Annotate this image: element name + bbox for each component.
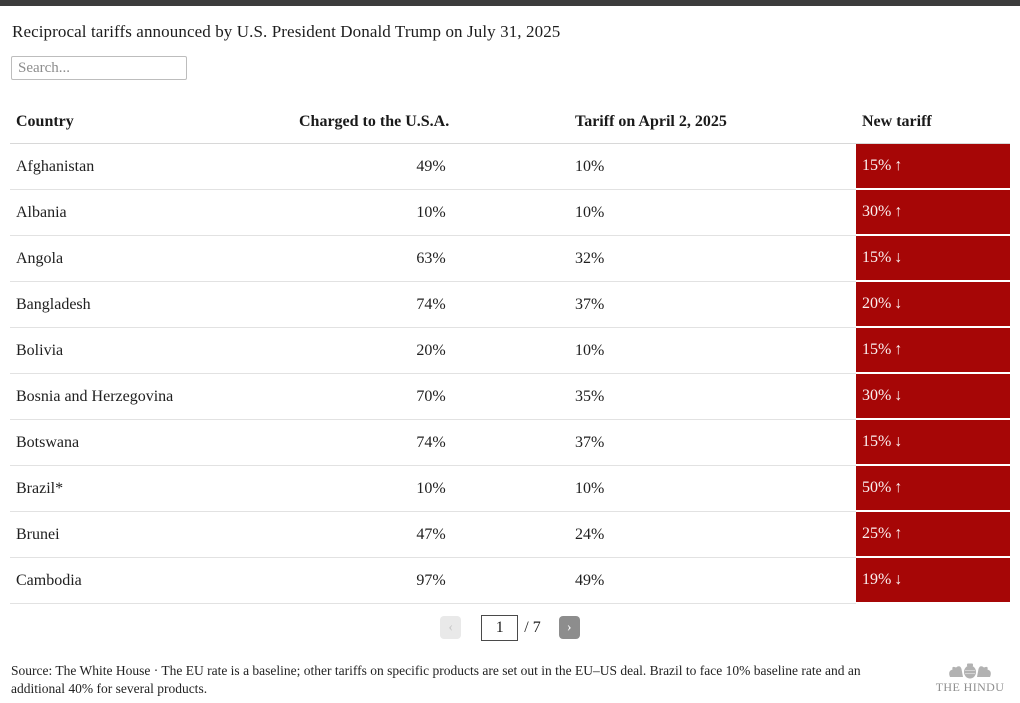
country-cell: Brazil* <box>10 466 293 512</box>
the-hindu-emblem-icon <box>949 663 991 679</box>
april-tariff-cell: 10% <box>569 190 856 236</box>
country-cell: Angola <box>10 236 293 282</box>
table-row: Afghanistan 49% 10% 15% ↑ <box>10 144 1010 190</box>
new-tariff-cell: 30% ↑ <box>856 190 1010 236</box>
new-tariff-value: 15% <box>862 249 892 266</box>
arrow-down-icon: ↓ <box>894 295 903 312</box>
country-cell: Botswana <box>10 420 293 466</box>
new-tariff-value: 15% <box>862 341 892 358</box>
charged-to-usa-cell: 10% <box>293 190 569 236</box>
april-tariff-cell: 10% <box>569 328 856 374</box>
new-tariff-value: 25% <box>862 525 892 542</box>
the-hindu-logo-text: THE HINDU <box>935 680 1005 694</box>
new-tariff-value: 30% <box>862 387 892 404</box>
new-tariff-cell: 15% ↓ <box>856 236 1010 282</box>
country-cell: Cambodia <box>10 558 293 604</box>
april-tariff-cell: 10% <box>569 144 856 190</box>
april-tariff-cell: 10% <box>569 466 856 512</box>
arrow-up-icon: ↑ <box>894 525 903 542</box>
next-page-button[interactable]: › <box>558 616 580 639</box>
chevron-left-icon: ‹ <box>448 619 454 635</box>
table-row: Bolivia 20% 10% 15% ↑ <box>10 328 1010 374</box>
new-tariff-cell: 30% ↓ <box>856 374 1010 420</box>
arrow-down-icon: ↓ <box>894 387 903 404</box>
april-tariff-cell: 32% <box>569 236 856 282</box>
footer: Source: The White House · The EU rate is… <box>10 662 1010 698</box>
search-input[interactable] <box>11 56 187 80</box>
table-row: Albania 10% 10% 30% ↑ <box>10 190 1010 236</box>
new-tariff-value: 15% <box>862 433 892 450</box>
arrow-up-icon: ↑ <box>894 479 903 496</box>
table-row: Cambodia 97% 49% 19% ↓ <box>10 558 1010 604</box>
page-total-label: / 7 <box>524 618 541 636</box>
new-tariff-value: 19% <box>862 571 892 588</box>
table-widget: Reciprocal tariffs announced by U.S. Pre… <box>0 22 1020 698</box>
column-header-country: Country <box>10 99 293 144</box>
table-row: Brunei 47% 24% 25% ↑ <box>10 512 1010 558</box>
page-number-input[interactable] <box>481 614 519 641</box>
april-tariff-cell: 24% <box>569 512 856 558</box>
charged-to-usa-cell: 49% <box>293 144 569 190</box>
table-row: Bosnia and Herzegovina 70% 35% 30% ↓ <box>10 374 1010 420</box>
new-tariff-value: 50% <box>862 479 892 496</box>
arrow-down-icon: ↓ <box>894 249 903 266</box>
table-header-row: Country Charged to the U.S.A. Tariff on … <box>10 99 1010 144</box>
column-header-new-tariff: New tariff <box>856 99 1010 144</box>
charged-to-usa-cell: 10% <box>293 466 569 512</box>
table-row: Angola 63% 32% 15% ↓ <box>10 236 1010 282</box>
country-cell: Afghanistan <box>10 144 293 190</box>
the-hindu-logo: THE HINDU <box>934 662 1006 695</box>
tariff-table: Country Charged to the U.S.A. Tariff on … <box>10 99 1010 604</box>
new-tariff-value: 15% <box>862 157 892 174</box>
top-accent-bar <box>0 0 1020 6</box>
april-tariff-cell: 49% <box>569 558 856 604</box>
new-tariff-cell: 25% ↑ <box>856 512 1010 558</box>
page-title: Reciprocal tariffs announced by U.S. Pre… <box>12 22 561 41</box>
new-tariff-cell: 15% ↑ <box>856 144 1010 190</box>
charged-to-usa-cell: 97% <box>293 558 569 604</box>
country-cell: Albania <box>10 190 293 236</box>
charged-to-usa-cell: 74% <box>293 282 569 328</box>
new-tariff-value: 30% <box>862 203 892 220</box>
new-tariff-cell: 19% ↓ <box>856 558 1010 604</box>
table-row: Brazil* 10% 10% 50% ↑ <box>10 466 1010 512</box>
table-body: Afghanistan 49% 10% 15% ↑ Albania 10% 10% 30% ↑ An… <box>10 144 1010 604</box>
april-tariff-cell: 35% <box>569 374 856 420</box>
arrow-up-icon: ↑ <box>894 341 903 358</box>
april-tariff-cell: 37% <box>569 282 856 328</box>
country-cell: Bangladesh <box>10 282 293 328</box>
april-tariff-cell: 37% <box>569 420 856 466</box>
country-cell: Bosnia and Herzegovina <box>10 374 293 420</box>
new-tariff-cell: 15% ↑ <box>856 328 1010 374</box>
country-cell: Bolivia <box>10 328 293 374</box>
new-tariff-cell: 20% ↓ <box>856 282 1010 328</box>
charged-to-usa-cell: 74% <box>293 420 569 466</box>
new-tariff-cell: 15% ↓ <box>856 420 1010 466</box>
column-header-charged: Charged to the U.S.A. <box>293 99 569 144</box>
prev-page-button[interactable]: ‹ <box>440 616 462 639</box>
arrow-up-icon: ↑ <box>894 157 903 174</box>
column-header-april-tariff: Tariff on April 2, 2025 <box>569 99 856 144</box>
charged-to-usa-cell: 70% <box>293 374 569 420</box>
charged-to-usa-cell: 20% <box>293 328 569 374</box>
table-row: Botswana 74% 37% 15% ↓ <box>10 420 1010 466</box>
table-row: Bangladesh 74% 37% 20% ↓ <box>10 282 1010 328</box>
arrow-up-icon: ↑ <box>894 203 903 220</box>
charged-to-usa-cell: 63% <box>293 236 569 282</box>
pagination: ‹ / 7 › <box>10 614 1010 641</box>
source-note: Source: The White House · The EU rate is… <box>11 663 861 696</box>
new-tariff-value: 20% <box>862 295 892 312</box>
arrow-down-icon: ↓ <box>894 571 903 588</box>
arrow-down-icon: ↓ <box>894 433 903 450</box>
new-tariff-cell: 50% ↑ <box>856 466 1010 512</box>
country-cell: Brunei <box>10 512 293 558</box>
chevron-right-icon: › <box>566 619 572 635</box>
charged-to-usa-cell: 47% <box>293 512 569 558</box>
